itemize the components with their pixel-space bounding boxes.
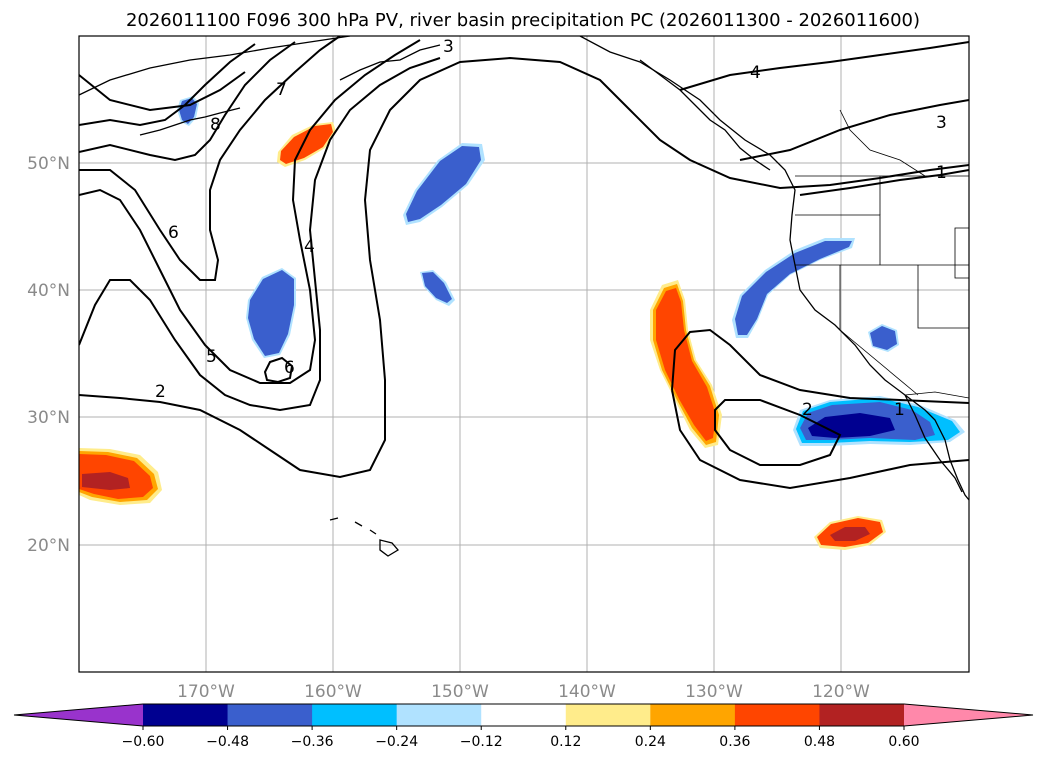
colorbar: −0.60 −0.48 −0.36 −0.24 −0.12 0.12 0.24 0.36 0.4… bbox=[13, 703, 1034, 750]
colorbar-tick-label: 0.12 bbox=[550, 734, 581, 750]
map-frame bbox=[78, 35, 970, 673]
contour-label: 8 bbox=[210, 115, 221, 135]
colorbar-tick-label: 0.24 bbox=[635, 734, 666, 750]
contour-label: 2 bbox=[155, 382, 166, 402]
colorbar-tick-label: −0.36 bbox=[291, 734, 334, 750]
lat-label: 40°N bbox=[27, 281, 70, 301]
colorbar-segment bbox=[819, 704, 905, 726]
contour-label: 6 bbox=[168, 223, 179, 243]
border-us-mexico bbox=[904, 391, 969, 399]
coast-aleutians bbox=[139, 107, 241, 136]
colorbar-tick-label: −0.12 bbox=[460, 734, 503, 750]
colorbar-segment bbox=[650, 704, 736, 726]
coast-north-america bbox=[579, 36, 969, 501]
colorbar-tick-label: 0.48 bbox=[804, 734, 835, 750]
coast-baja bbox=[904, 394, 963, 493]
latitude-labels: 50°N 40°N 30°N 20°N bbox=[27, 154, 70, 556]
pv-contour-north-1 bbox=[799, 169, 969, 196]
precip-fill-layer bbox=[79, 96, 965, 550]
colorbar-segment bbox=[143, 704, 229, 726]
contour-label: 3 bbox=[443, 37, 454, 57]
colorbar-segment bbox=[734, 704, 820, 726]
contour-label: 4 bbox=[750, 63, 761, 83]
contour-label: 6 bbox=[284, 358, 295, 378]
pv-contour-3 bbox=[79, 57, 441, 412]
pv-contour-north-4 bbox=[679, 41, 969, 91]
border-alaska-canada bbox=[839, 109, 926, 177]
coast-alaska bbox=[79, 36, 351, 96]
pv-contour-east-2 bbox=[671, 389, 969, 490]
colorbar-tick-label: −0.24 bbox=[375, 734, 418, 750]
coast-kodiak bbox=[339, 44, 441, 81]
colorbar-segment bbox=[481, 704, 567, 726]
map-area: 7 8 6 4 5 6 2 3 4 3 1 2 1 bbox=[78, 35, 970, 673]
pv-contour-8 bbox=[79, 71, 246, 112]
lon-label: 120°W bbox=[812, 682, 870, 702]
lat-label: 30°N bbox=[27, 408, 70, 428]
pv-contour-east-1 bbox=[671, 328, 969, 404]
colorbar-extend-high bbox=[904, 704, 1033, 726]
pv-contours bbox=[79, 36, 969, 490]
contour-label: 1 bbox=[894, 400, 905, 420]
contour-label: 2 bbox=[802, 400, 813, 420]
contour-label: 7 bbox=[276, 80, 287, 100]
lon-label: 170°W bbox=[177, 682, 235, 702]
pv-contour-east-3 bbox=[714, 399, 842, 466]
pv-contour-north-3 bbox=[739, 99, 969, 161]
colorbar-segment bbox=[312, 704, 398, 726]
lon-label: 150°W bbox=[431, 682, 489, 702]
pv-contour-6 bbox=[79, 41, 296, 162]
border-nv-az bbox=[917, 265, 969, 329]
colorbar-tick-label: −0.60 bbox=[122, 734, 165, 750]
lon-label: 140°W bbox=[558, 682, 616, 702]
coast-hawaii bbox=[329, 517, 399, 557]
pv-contour-6-loop bbox=[263, 356, 294, 384]
map-background bbox=[79, 36, 969, 672]
lat-label: 50°N bbox=[27, 154, 70, 174]
lon-label: 160°W bbox=[304, 682, 362, 702]
lat-label: 20°N bbox=[27, 536, 70, 556]
map-title: 2026011100 F096 300 hPa PV, river basin … bbox=[126, 10, 920, 31]
border-ca-nv bbox=[839, 265, 919, 396]
colorbar-tick-label: 0.60 bbox=[888, 734, 919, 750]
pv-contour-4 bbox=[79, 39, 421, 384]
colorbar-segment bbox=[565, 704, 651, 726]
lon-label: 130°W bbox=[685, 682, 743, 702]
colorbar-extend-low bbox=[14, 704, 143, 726]
colorbar-tick-label: −0.48 bbox=[206, 734, 249, 750]
coastlines bbox=[79, 36, 969, 557]
coast-bc-islands bbox=[639, 59, 771, 171]
pv-contour-7 bbox=[79, 43, 256, 127]
contour-label: 4 bbox=[304, 237, 315, 257]
contour-label: 5 bbox=[206, 347, 217, 367]
colorbar-tick-label: 0.36 bbox=[719, 734, 750, 750]
contour-label: 1 bbox=[936, 163, 947, 183]
colorbar-segment bbox=[396, 704, 482, 726]
pv-contour-labels: 7 8 6 4 5 6 2 3 4 3 1 2 1 bbox=[155, 37, 947, 420]
pv-contour-5 bbox=[79, 36, 341, 281]
longitude-labels: 170°W 160°W 150°W 140°W 130°W 120°W bbox=[177, 682, 870, 702]
contour-label: 3 bbox=[936, 113, 947, 133]
pv-contour-2 bbox=[79, 56, 969, 479]
colorbar-segment bbox=[227, 704, 313, 726]
